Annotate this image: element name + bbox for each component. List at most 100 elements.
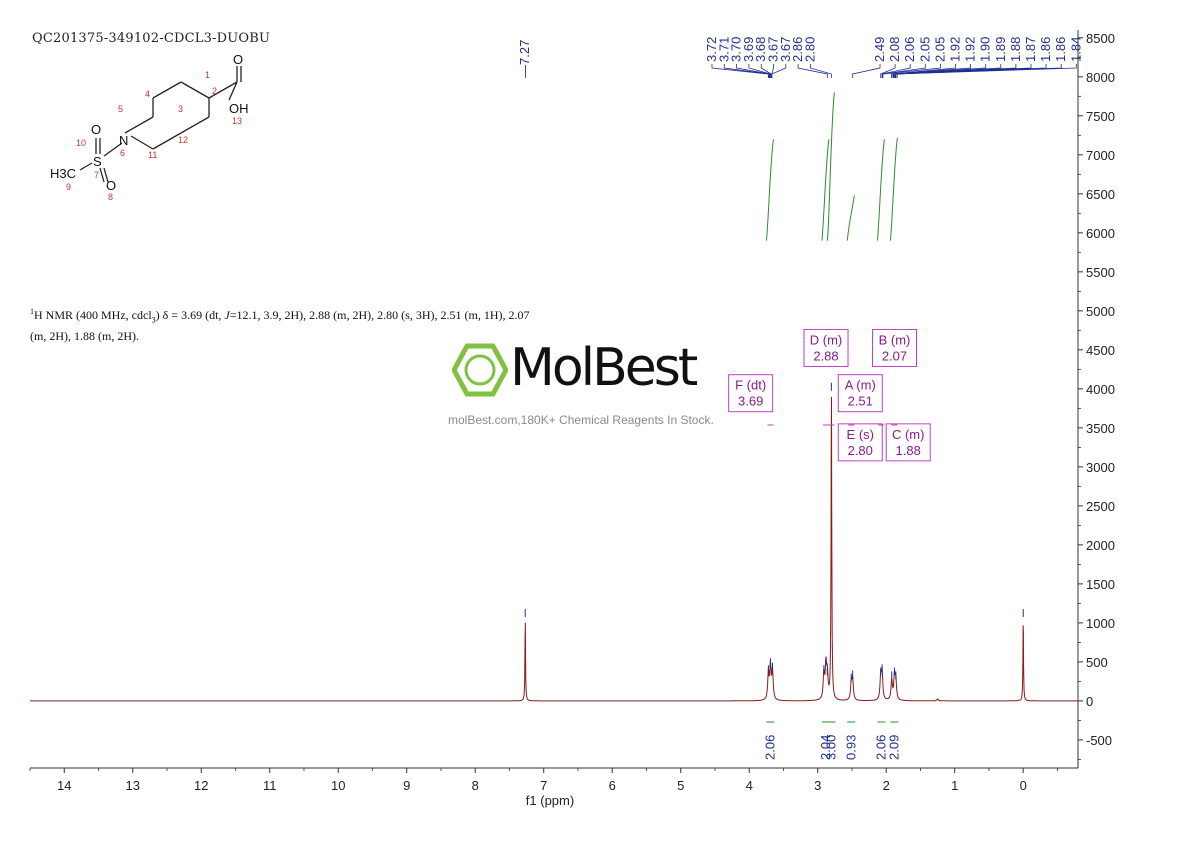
peak-label: 2.80 — [802, 37, 817, 62]
x-tick-label: 13 — [126, 778, 140, 793]
multiplet-shift: 2.80 — [848, 443, 873, 458]
peak-label: 3.70 — [729, 37, 744, 62]
peak-label-leader — [892, 64, 987, 78]
nmr-italic-j: J — [224, 308, 230, 322]
peak-label: 2.05 — [932, 37, 947, 62]
peak-label: 3.71 — [716, 37, 731, 62]
nmr-text-b: ) δ = 3.69 (dt, — [155, 308, 225, 322]
integral-curve — [846, 195, 855, 241]
nmr-isotope: 1 — [30, 307, 34, 316]
x-tick-label: 9 — [403, 778, 410, 793]
y-tick-label: 8000 — [1086, 70, 1115, 85]
integral-value: 2.06 — [762, 735, 777, 760]
y-tick-label: 4500 — [1086, 343, 1115, 358]
atom-label-s7: S — [93, 154, 102, 169]
y-tick-label: 6000 — [1086, 226, 1115, 241]
peak-label: 2.08 — [887, 37, 902, 62]
atom-num-11: 11 — [148, 150, 157, 160]
x-tick-label: 4 — [746, 778, 753, 793]
peak-label-leader — [748, 64, 771, 78]
atom-num-13: 13 — [232, 116, 242, 126]
multiplet-shift: 2.07 — [882, 348, 907, 363]
y-tick-label: 7000 — [1086, 148, 1115, 163]
peak-label-leader — [760, 64, 772, 78]
multiplet-box — [728, 374, 774, 413]
spectrum-line — [30, 396, 1078, 702]
x-tick-label: 8 — [472, 778, 479, 793]
y-tick-label: 4000 — [1086, 382, 1115, 397]
peak-label-leader — [723, 64, 770, 78]
multiplet-label: B (m) — [879, 332, 911, 347]
peak-label: 1.92 — [948, 37, 963, 62]
integral-curve — [765, 139, 774, 241]
y-tick-label: 2000 — [1086, 538, 1115, 553]
atom-label-o1: O — [233, 52, 243, 67]
atom-label-n6: N — [119, 133, 128, 148]
integral-curve — [826, 92, 835, 241]
molecule-structure: O 1 2 3 4 5 N 6 S 7 O 8 H3C 9 O 10 11 12… — [50, 52, 249, 202]
x-axis: 14 13 12 11 10 9 8 7 6 5 4 3 2 1 0f1 (ppm) — [29, 767, 1078, 808]
peak-label: 1.87 — [1023, 37, 1038, 62]
integral-curve — [876, 139, 885, 241]
y-tick-label: 6500 — [1086, 187, 1115, 202]
multiplet-box — [885, 423, 931, 462]
peak-label: 1.86 — [1053, 37, 1068, 62]
atom-label-h3c9: H3C — [50, 166, 76, 181]
multiplet-boxes: F (dt)3.69 D (m)2.88 B (m)2.07 A (m)2.51 E (… — [728, 328, 931, 462]
integral-value: 2.04 — [818, 735, 833, 760]
multiplet-label: E (s) — [847, 427, 874, 442]
peak-label-leader — [891, 64, 971, 78]
x-tick-label: 6 — [609, 778, 616, 793]
peak-label-leader — [810, 64, 832, 78]
logo-tagline: molBest.com,180K+ Chemical Reagents In S… — [448, 413, 714, 427]
x-tick-label: 12 — [194, 778, 208, 793]
peak-label-leader — [881, 64, 911, 78]
nmr-text-c: =12.1, 3.9, 2H), 2.88 (m, 2H), 2.80 (s, … — [229, 308, 530, 322]
y-tick-label: 5000 — [1086, 304, 1115, 319]
integral-curve — [889, 137, 898, 241]
atom-num-1: 1 — [205, 70, 210, 80]
multiplet-label: C (m) — [892, 427, 925, 442]
y-axis: -500 0 500 1000 1500 2000 2500 3000 3500 4000 4500… — [1077, 30, 1115, 768]
atom-label-oh13: OH — [229, 101, 249, 116]
multiplet-box — [837, 374, 883, 413]
peak-label-leader — [711, 64, 769, 78]
peak-label: 3.67 — [766, 37, 781, 62]
peak-label: 3.67 — [778, 37, 793, 62]
x-tick-label: 2 — [883, 778, 890, 793]
multiplet-box — [803, 328, 849, 367]
atom-num-3: 3 — [178, 104, 183, 114]
integral-value: 2.09 — [886, 735, 901, 760]
integral-curves — [765, 92, 898, 241]
peak-label: 3.68 — [753, 37, 768, 62]
multiplet-label: D (m) — [810, 332, 843, 347]
peak-label-leader — [736, 64, 771, 78]
nmr-description: 1H NMR (400 MHz, cdcl3) δ = 3.69 (dt, J=… — [30, 304, 630, 344]
x-tick-label: 1 — [951, 778, 958, 793]
peak-label: 3.72 — [704, 37, 719, 62]
peak-label-leader — [896, 64, 1077, 78]
atom-num-4: 4 — [145, 89, 150, 99]
peak-label: —7.27 — [517, 40, 532, 78]
y-tick-label: -500 — [1086, 733, 1112, 748]
peak-label-leader — [797, 64, 828, 78]
nmr-sub: 3 — [151, 315, 156, 325]
multiplet-box — [837, 423, 883, 462]
multiplet-label: F (dt) — [735, 378, 766, 393]
y-tick-label: 2500 — [1086, 499, 1115, 514]
peak-label-leader — [882, 64, 941, 78]
atom-label-o10: O — [91, 122, 101, 137]
peak-label: 1.86 — [1038, 37, 1053, 62]
atom-label-o8: O — [106, 178, 116, 193]
x-tick-label: 14 — [57, 778, 71, 793]
benzene-logo-icon — [452, 343, 508, 397]
peak-label-leader — [882, 64, 926, 78]
peak-label-group: —7.27 3.723.713.703.693.683.673.672.862.8… — [517, 37, 1083, 78]
peak-label: 1.88 — [1008, 37, 1023, 62]
integral-value: 2.06 — [873, 735, 888, 760]
multiplet-shift: 2.51 — [848, 394, 873, 409]
atom-num-9: 9 — [66, 182, 71, 192]
logo-wordmark: MolBest — [510, 338, 698, 398]
peak-label: 1.90 — [978, 37, 993, 62]
